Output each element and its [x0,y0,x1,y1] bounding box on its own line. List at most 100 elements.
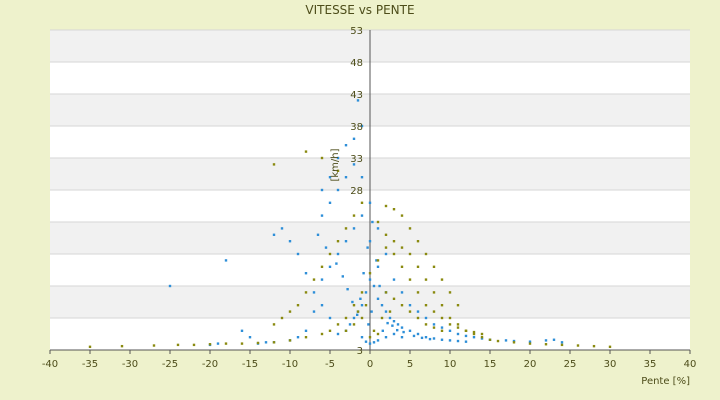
data-point [288,240,292,243]
x-tick-label: 40 [684,359,697,370]
data-point [371,220,374,224]
x-tick-label: 25 [564,359,577,370]
data-point [396,323,400,326]
y-tick-label: 43 [350,90,363,101]
data-point [368,336,372,339]
x-tick-label: 5 [407,359,413,370]
data-point [328,316,332,320]
data-point [360,316,364,320]
data-point [440,304,444,307]
data-point [480,337,484,340]
data-point [408,227,412,230]
data-point [448,329,452,332]
x-tick-label: -15 [242,359,258,370]
data-point [528,342,532,345]
data-point [416,291,420,294]
data-point [544,339,548,342]
x-tick-label: 30 [604,359,617,370]
data-point [440,326,444,329]
y-tick-label: 38 [350,122,363,133]
data-point [224,259,228,262]
y-axis-label: [km/h] [330,148,341,181]
data-point [376,297,380,300]
data-point [408,310,412,313]
data-point [336,323,340,326]
data-point [360,304,364,307]
data-point [400,214,404,217]
data-point [320,278,324,281]
data-point [392,320,396,323]
data-point [420,336,424,340]
data-point [336,188,340,192]
data-point [380,316,384,320]
data-point [464,329,468,332]
data-point [352,137,356,140]
data-point [448,323,452,326]
data-point [248,336,252,339]
data-point [496,339,500,343]
data-point [296,304,300,307]
data-point [416,316,420,320]
data-point [424,304,428,307]
data-point [392,252,396,256]
data-point [392,332,396,336]
data-point [560,341,564,344]
data-point [360,214,364,217]
data-point [272,341,276,344]
data-point [456,339,460,343]
data-point [368,201,372,204]
data-point [375,259,378,262]
chart-title: VITESSE vs PENTE [305,3,414,17]
data-point [424,252,428,256]
data-point [400,265,404,268]
data-point [380,304,384,307]
data-point [424,278,428,281]
data-point [456,323,460,326]
data-point [364,291,368,294]
data-point [376,265,380,268]
data-point [376,339,380,342]
data-point [392,240,396,243]
data-point [416,332,420,336]
data-point [328,252,332,256]
data-point [176,343,180,347]
data-point [416,310,420,313]
data-point [346,288,349,291]
data-point [359,297,362,300]
data-point [316,233,320,236]
data-point [392,208,396,211]
data-point [348,323,352,326]
data-point [304,336,308,339]
data-point [360,336,364,339]
data-point [440,338,444,341]
data-point [412,334,416,338]
data-point [376,259,380,262]
data-point [472,330,476,334]
x-tick-label: -5 [325,359,335,370]
data-point [376,332,380,336]
data-point [120,344,124,348]
data-point [344,329,348,332]
data-point [408,329,412,332]
data-point [370,310,373,313]
data-point [344,240,348,243]
data-point [344,227,348,230]
data-point [402,330,405,334]
data-point [320,265,324,268]
data-point [472,332,476,336]
data-point [367,323,370,326]
data-point [352,304,356,307]
data-point [288,310,292,313]
data-point [552,338,556,341]
x-tick-labels: -40 -35 -30 -25 -20 -15 -10 -5 0 5 10 15 20 25 30 35 40 [42,350,697,370]
data-point [456,326,460,329]
data-point [280,227,284,230]
x-tick-label: 35 [644,359,657,370]
y-tick-label: 33 [350,154,363,165]
y-tick-label: 53 [350,26,363,37]
data-point [296,336,300,339]
data-point [488,338,492,341]
data-point [336,169,340,172]
data-point [304,150,308,153]
data-point [400,326,404,329]
